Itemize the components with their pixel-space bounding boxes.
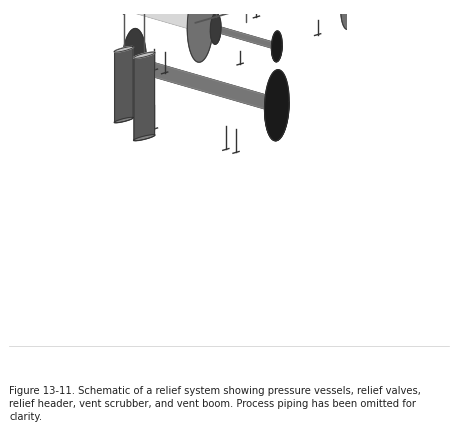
Polygon shape [75,0,213,29]
Polygon shape [341,0,355,31]
Polygon shape [114,48,133,123]
Polygon shape [68,0,98,66]
Polygon shape [272,32,282,63]
Polygon shape [259,0,274,7]
Polygon shape [134,53,155,59]
Polygon shape [259,0,355,11]
Polygon shape [75,0,213,63]
Polygon shape [210,14,282,49]
Polygon shape [122,30,289,110]
Polygon shape [69,0,98,66]
Polygon shape [210,14,221,45]
Polygon shape [187,0,213,63]
Polygon shape [210,28,282,63]
Text: Figure 13-11. Schematic of a relief system showing pressure vessels, relief valv: Figure 13-11. Schematic of a relief syst… [9,385,421,421]
Polygon shape [122,61,289,141]
Polygon shape [114,47,133,123]
Polygon shape [75,0,101,31]
Polygon shape [122,30,146,100]
Polygon shape [265,71,289,141]
Polygon shape [114,47,133,53]
Polygon shape [134,53,155,141]
Polygon shape [259,0,355,31]
Polygon shape [134,53,154,141]
